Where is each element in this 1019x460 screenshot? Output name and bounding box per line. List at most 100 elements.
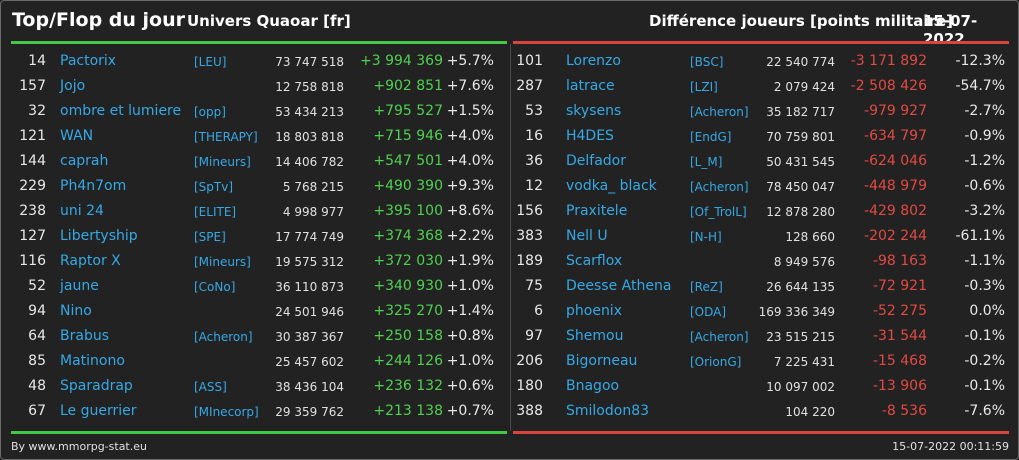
points-difference: +795 527 (373, 103, 443, 119)
player-points: 12 878 280 (766, 205, 835, 219)
player-name-link[interactable]: Raptor X (60, 253, 121, 269)
player-rank: 94 (28, 303, 46, 319)
player-name-link[interactable]: ombre et lumiere (60, 103, 182, 119)
alliance-tag-link[interactable]: [MInecorp] (194, 405, 259, 419)
player-name-link[interactable]: Bigorneau (566, 353, 638, 369)
percent-change: +0.8% (446, 328, 494, 344)
percent-change: -1.1% (964, 253, 1005, 269)
alliance-tag-link[interactable]: [BSC] (690, 55, 724, 69)
alliance-tag-link[interactable]: [Acheron] (690, 180, 749, 194)
player-rank: 156 (516, 203, 543, 219)
player-rank: 12 (525, 178, 543, 194)
alliance-tag-link[interactable]: [OrionG] (690, 355, 742, 369)
player-name-link[interactable]: Ph4n7om (60, 178, 127, 194)
points-difference: +3 994 369 (360, 53, 443, 69)
points-difference: +213 138 (373, 403, 443, 419)
player-name-link[interactable]: WAN (60, 128, 94, 144)
alliance-tag-link[interactable]: [N-H] (690, 230, 722, 244)
points-difference: -98 163 (872, 253, 927, 269)
percent-change: -1.2% (964, 153, 1005, 169)
percent-change: +5.7% (446, 53, 494, 69)
player-name-link[interactable]: Bnagoo (566, 378, 620, 394)
percent-change: +1.4% (446, 303, 494, 319)
alliance-tag-link[interactable]: [ASS] (194, 380, 227, 394)
player-points: 70 759 801 (766, 130, 835, 144)
flop-row: 16 H4DES [EndG] 70 759 801 -634 797 -0.9% (509, 124, 1009, 149)
player-name-link[interactable]: Praxitele (566, 203, 628, 219)
alliance-tag-link[interactable]: [CoNo] (194, 280, 236, 294)
alliance-tag-link[interactable]: [opp] (194, 105, 226, 119)
player-name-link[interactable]: latrace (566, 78, 615, 94)
alliance-tag-link[interactable]: [Acheron] (690, 330, 749, 344)
top-row: 238 uni 24 [ELITE] 4 998 977 +395 100 +8.6% (1, 199, 501, 224)
alliance-tag-link[interactable]: [LZI] (690, 80, 718, 94)
player-name-link[interactable]: uni 24 (60, 203, 104, 219)
top-accent-bar-green (11, 41, 507, 44)
alliance-tag-link[interactable]: [ELITE] (194, 205, 237, 219)
player-rank: 75 (525, 278, 543, 294)
player-points: 30 387 367 (275, 330, 344, 344)
percent-change: -0.2% (964, 353, 1005, 369)
alliance-tag-link[interactable]: [L_M] (690, 155, 723, 169)
top-row: 94 Nino 24 501 946 +325 270 +1.4% (1, 299, 501, 324)
player-name-link[interactable]: Deesse Athena (566, 278, 672, 294)
player-rank: 206 (516, 353, 543, 369)
flop-row: 101 Lorenzo [BSC] 22 540 774 -3 171 892 -12.3… (509, 49, 1009, 74)
alliance-tag-link[interactable]: [Of_TrolL] (690, 205, 747, 219)
player-name-link[interactable]: Libertyship (60, 228, 138, 244)
player-name-link[interactable]: Sparadrap (60, 378, 133, 394)
player-name-link[interactable]: Matinono (60, 353, 125, 369)
player-name-link[interactable]: caprah (60, 153, 109, 169)
alliance-tag-link[interactable]: [ReZ] (690, 280, 723, 294)
top-row: 229 Ph4n7om [SpTv] 5 768 215 +490 390 +9.3% (1, 174, 501, 199)
top-row: 32 ombre et lumiere [opp] 53 434 213 +795 52… (1, 99, 501, 124)
percent-change: +1.5% (446, 103, 494, 119)
percent-change: +0.6% (446, 378, 494, 394)
alliance-tag-link[interactable]: [Acheron] (690, 105, 749, 119)
alliance-tag-link[interactable]: [LEU] (194, 55, 227, 69)
player-points: 169 336 349 (758, 305, 835, 319)
points-difference: +902 851 (373, 78, 443, 94)
player-points: 7 225 431 (773, 355, 835, 369)
player-name-link[interactable]: Nino (60, 303, 92, 319)
player-name-link[interactable]: Nell U (566, 228, 608, 244)
percent-change: -61.1% (955, 228, 1005, 244)
flop-row: 6 phoenix [ODA] 169 336 349 -52 275 0.0% (509, 299, 1009, 324)
player-name-link[interactable]: Brabus (60, 328, 109, 344)
alliance-tag-link[interactable]: [SpTv] (194, 180, 234, 194)
player-name-link[interactable]: vodka_ black (566, 178, 657, 194)
header: Top/Flop du jour Univers Quaoar [fr] Dif… (1, 1, 1018, 48)
alliance-tag-link[interactable]: [ODA] (690, 305, 727, 319)
player-name-link[interactable]: Shemou (566, 328, 624, 344)
player-name-link[interactable]: Lorenzo (566, 53, 621, 69)
percent-change: -12.3% (955, 53, 1005, 69)
alliance-tag-link[interactable]: [SPE] (194, 230, 226, 244)
top-row: 48 Sparadrap [ASS] 38 436 104 +236 132 +0.6% (1, 374, 501, 399)
player-name-link[interactable]: Jojo (60, 78, 86, 94)
player-points: 73 747 518 (275, 55, 344, 69)
player-name-link[interactable]: jaune (60, 278, 99, 294)
universe-label: Univers Quaoar [fr] (187, 12, 351, 30)
player-name-link[interactable]: Scarflox (566, 253, 623, 269)
points-difference: +547 501 (373, 153, 443, 169)
points-difference: -31 544 (872, 328, 927, 344)
player-rank: 189 (516, 253, 543, 269)
alliance-tag-link[interactable]: [EndG] (690, 130, 732, 144)
alliance-tag-link[interactable]: [THERAPY] (194, 130, 258, 144)
player-rank: 101 (516, 53, 543, 69)
player-name-link[interactable]: phoenix (566, 303, 622, 319)
alliance-tag-link[interactable]: [Mineurs] (194, 255, 251, 269)
player-points: 24 501 946 (275, 305, 344, 319)
page-title: Top/Flop du jour (12, 9, 185, 31)
player-points: 17 774 749 (275, 230, 344, 244)
player-points: 78 450 047 (766, 180, 835, 194)
player-name-link[interactable]: Delfador (566, 153, 626, 169)
player-points: 38 436 104 (275, 380, 344, 394)
player-name-link[interactable]: Smilodon83 (566, 403, 650, 419)
player-name-link[interactable]: Le guerrier (60, 403, 137, 419)
player-name-link[interactable]: Pactorix (60, 53, 117, 69)
player-name-link[interactable]: H4DES (566, 128, 614, 144)
alliance-tag-link[interactable]: [Mineurs] (194, 155, 251, 169)
alliance-tag-link[interactable]: [Acheron] (194, 330, 253, 344)
player-name-link[interactable]: skysens (566, 103, 622, 119)
